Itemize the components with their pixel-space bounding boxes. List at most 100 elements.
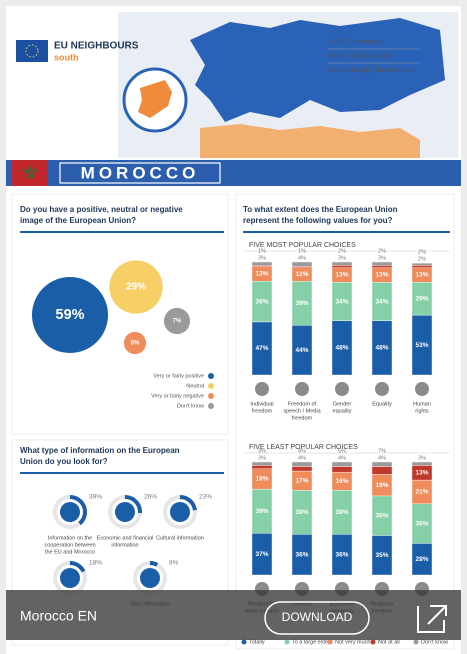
bar-segment [371,466,393,475]
bar-label-small: 4% [298,255,306,261]
legend-dot [413,639,419,645]
country: MOROCCO [81,163,200,182]
bar-segment [411,265,433,268]
bar-label: 48% [375,345,388,352]
category-label: Freedom of [288,401,317,407]
bar-label: 37% [255,551,268,558]
bar-segment [371,261,393,266]
bar-label: 12% [295,271,308,278]
legend-label: Very or fairly negative [151,393,204,399]
bar-label: 13% [255,271,268,278]
bar-label-small: 4% [338,455,346,461]
bar-segment [291,461,313,467]
bar-label: 44% [295,347,308,354]
banner [6,160,461,186]
bar-segment [251,465,273,469]
bar-label: 39% [255,508,268,515]
map-north-africa [200,124,420,158]
bubble-label: 29% [126,282,146,293]
morocco-shape [138,80,172,118]
donut-label: Economic and financial [97,535,154,541]
question-title: Union do you look for? [20,457,108,466]
category-label: freedom [252,408,273,414]
category-label: Individual [250,401,273,407]
bar-label: 36% [295,551,308,558]
bar-label-small: 3% [378,255,386,261]
bar-label: 18% [255,476,268,483]
donut-arc [124,495,142,514]
bar-label: 34% [375,298,388,305]
legend-label: Neutral [186,383,204,389]
category-icon [295,382,309,396]
viewer-bar: Morocco EN DOWNLOAD [6,590,461,640]
bar-segment [411,262,433,266]
bar-label-small: 4% [298,448,306,454]
bar-label-small: 1% [258,248,266,254]
bubble-label: 5% [131,341,140,347]
legend-dot [208,403,214,409]
legend-dot [241,639,247,645]
question-title: represent the following values for you? [243,216,392,225]
bar-label: 35% [375,512,388,519]
bar-label: 21% [415,489,428,496]
donut-value: 23% [199,494,212,501]
bar-label: 48% [335,345,348,352]
legend-dot [208,383,214,389]
legend-label: Totally [249,639,265,645]
bar-label-small: 5% [338,448,346,454]
legend-label: Don't know [421,639,448,645]
bar-label: 34% [335,298,348,305]
open-icon[interactable] [417,605,447,633]
bar-label-small: 4% [298,455,306,461]
bubble [109,260,163,314]
charts: 59% Very or fairly positive 29% Neutral 5% Ve… [31,242,450,645]
bar-segment [331,265,353,268]
download-button[interactable] [264,601,370,635]
eu-flag [16,40,48,62]
donut-label: information [111,542,138,548]
category-icon [335,382,349,396]
bar-label-small: 3% [338,255,346,261]
eu-stars [25,44,39,58]
donut-arc [69,561,86,573]
bar-segment [371,265,393,268]
viewer-background [6,590,461,640]
category-label: Human [413,401,431,407]
bar-segment [291,261,313,267]
map-europe [190,18,445,122]
morocco-flag [12,160,48,186]
bubble-label: 59% [56,307,85,323]
brand: EU NEIGHBOURS [54,41,139,52]
bar-label: 13% [415,272,428,279]
bar-label: 29% [415,295,428,302]
bar-label: 35% [415,520,428,527]
donut-label: cooperation between [44,542,95,548]
category-icon [415,382,429,396]
bar-segment [411,461,433,466]
bar-label-small: 1% [298,248,306,254]
chart-heading: FIVE MOST POPULAR CHOICES [249,242,356,249]
bar-label-small: 2% [338,248,346,254]
download-label[interactable]: DOWNLOAD [282,610,353,624]
bar-label-small: 2% [418,257,426,263]
donut-arc [149,561,159,567]
category-label: Gender [333,401,352,407]
bar-label: 28% [415,556,428,563]
bar-label: 39% [335,509,348,516]
legend-label: Very or fairly positive [153,373,204,379]
bar-segment [371,461,393,467]
donut-value: 8% [169,560,179,567]
donut-label: the EU and Morocco [45,549,95,555]
interviews: 1.000 interviews [328,37,382,46]
legend-dot [284,639,290,645]
bar-label: 39% [295,509,308,516]
bar-label-small: 2% [378,248,386,254]
bar-label: 13% [415,469,428,476]
bar-label-small: 3% [418,455,426,461]
bar-label: 36% [255,298,268,305]
bubble-label: 7% [173,319,182,325]
legend-dot [327,639,333,645]
bar-label-small: 3% [258,255,266,261]
